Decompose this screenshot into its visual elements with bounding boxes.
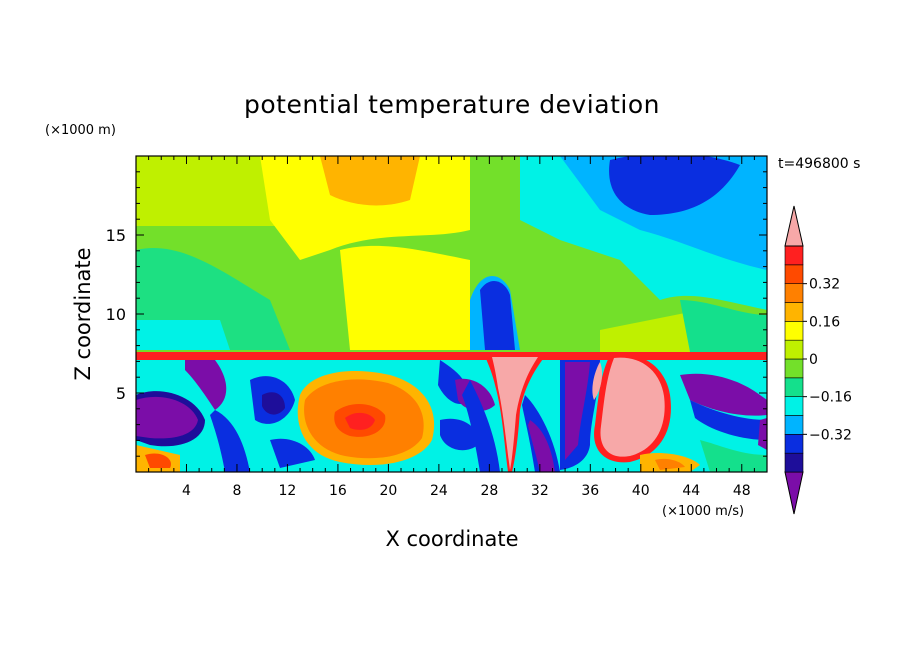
colorbar-swatch	[784, 396, 804, 416]
colorbar-swatch	[784, 452, 804, 473]
x-axis-ticks: 4 8 12 16 20 24 28 32 36 40 44 48	[148, 156, 755, 499]
x-tick-label: 40	[632, 483, 650, 499]
colorbar-swatch	[784, 264, 804, 284]
colorbar-swatch	[784, 339, 804, 360]
colorbar-swatch	[784, 377, 804, 397]
x-tick-label: 44	[682, 483, 700, 499]
x-tick-label: 8	[232, 483, 241, 499]
colorbar-swatch	[784, 302, 804, 322]
x-axis-unit: (×1000 m/s)	[662, 504, 744, 519]
colorbar-swatch	[784, 434, 804, 454]
colorbar-swatch	[784, 283, 804, 303]
y-axis-label: Z coordinate	[71, 247, 95, 380]
y-tick-label: 5	[116, 384, 126, 403]
y-tick-label: 15	[106, 226, 126, 245]
x-tick-label: 36	[581, 483, 599, 499]
colorbar-tick-label: −0.32	[809, 427, 852, 443]
colorbar-tick-label: −0.16	[809, 390, 852, 406]
x-axis-label: X coordinate	[385, 527, 518, 551]
x-tick-label: 16	[329, 483, 347, 499]
y-axis-ticks: 5 10 15	[106, 171, 767, 457]
x-tick-label: 24	[430, 483, 448, 499]
y-tick-label: 10	[106, 305, 126, 324]
colorbar-tick-label: 0	[809, 352, 818, 368]
chart-title: potential temperature deviation	[244, 90, 660, 119]
colorbar-extend-low	[784, 471, 804, 515]
colorbar-swatch	[784, 321, 804, 341]
contour-field	[136, 156, 767, 472]
x-tick-label: 12	[279, 483, 297, 499]
colorbar-swatch	[784, 358, 804, 379]
x-tick-label: 28	[480, 483, 498, 499]
x-tick-label: 4	[182, 483, 191, 499]
colorbar-swatch	[784, 245, 804, 266]
time-label: t=496800 s	[778, 156, 860, 172]
x-tick-label: 32	[531, 483, 549, 499]
colorbar-swatch	[784, 415, 804, 435]
x-tick-label: 48	[733, 483, 751, 499]
colorbar: 0.32 0.16 0 −0.16 −0.32	[784, 205, 852, 515]
colorbar-extend-high	[784, 205, 804, 247]
colorbar-tick-label: 0.16	[809, 314, 840, 330]
y-axis-unit: (×1000 m)	[45, 123, 116, 138]
x-tick-label: 20	[379, 483, 397, 499]
colorbar-tick-label: 0.32	[809, 277, 840, 293]
